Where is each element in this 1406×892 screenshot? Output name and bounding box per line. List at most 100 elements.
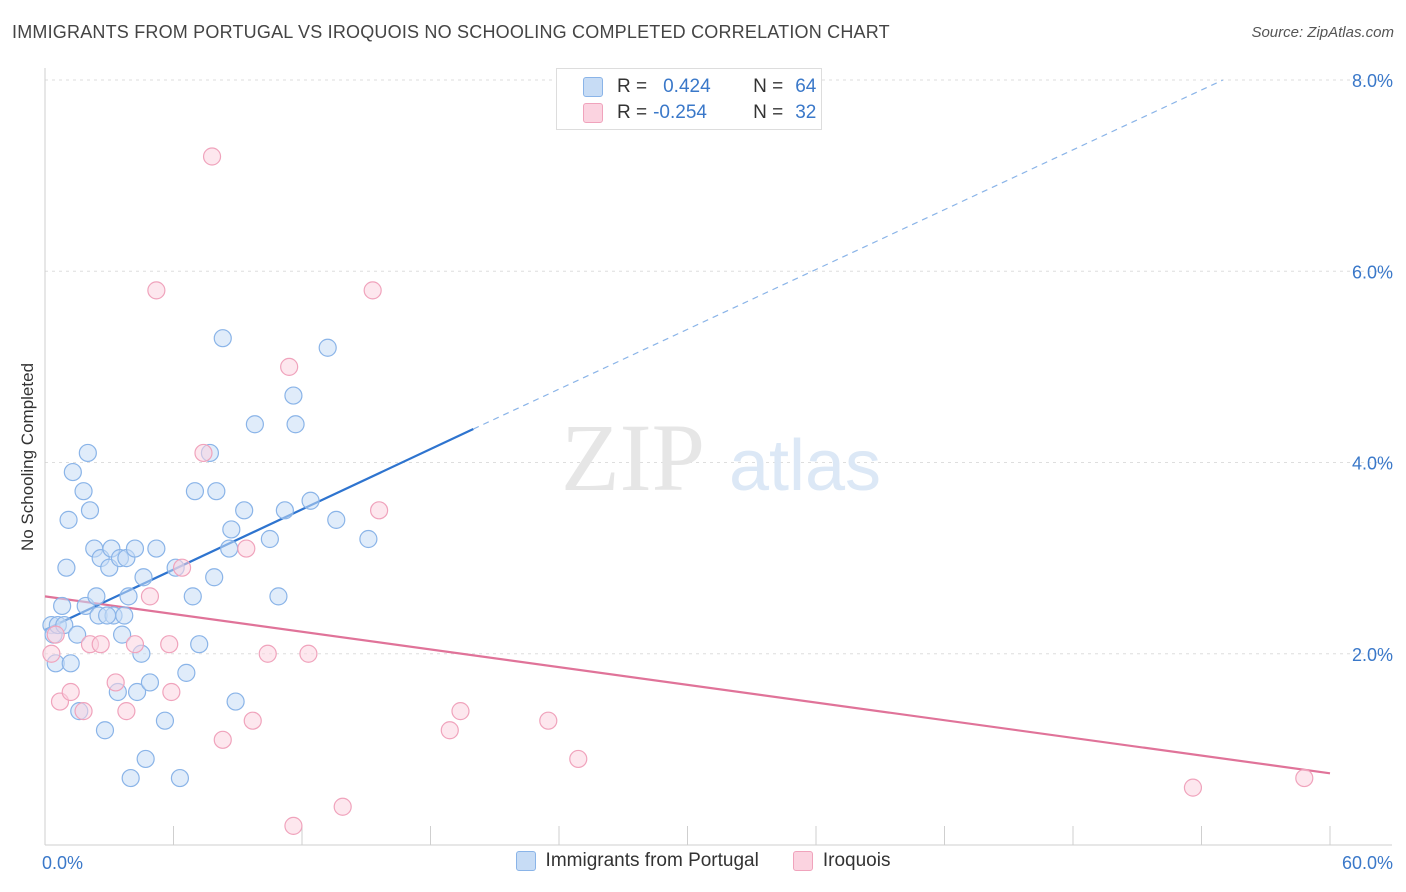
data-point: [140, 673, 160, 692]
data-point: [177, 663, 196, 682]
data-point: [162, 682, 181, 702]
data-point: [222, 520, 241, 539]
bottom-legend: Immigrants from Portugal Iroquois: [0, 850, 1406, 872]
data-point: [359, 529, 378, 549]
data-point: [1183, 778, 1203, 797]
data-point: [440, 721, 459, 740]
stats-swatch-portugal: [583, 77, 603, 97]
x-tick-label: 60.0%: [1342, 853, 1393, 873]
y-tick-label: 2.0%: [1352, 645, 1393, 665]
data-point: [299, 644, 318, 663]
stats-r-value: 0.424: [663, 76, 711, 97]
data-point: [539, 711, 558, 730]
x-tick-labels: 0.0% 60.0%: [42, 853, 1393, 873]
data-point: [57, 558, 76, 577]
legend-item-iroquois[interactable]: Iroquois: [792, 850, 891, 872]
stats-n-value: 32: [795, 102, 817, 123]
stats-row-portugal: R = 0.424 N = 64: [583, 75, 816, 99]
data-point: [284, 386, 303, 405]
x-tick-label: 0.0%: [42, 853, 83, 873]
chart-title: IMMIGRANTS FROM PORTUGAL VS IROQUOIS NO …: [12, 22, 890, 42]
data-point: [213, 329, 232, 348]
stats-legend: R = 0.424 N = 64 R = -0.254 N = 32: [556, 68, 822, 130]
data-point: [237, 539, 256, 558]
data-point: [115, 606, 134, 625]
data-point: [78, 443, 97, 463]
trend-lines: [44, 79, 1331, 775]
y-tick-label: 4.0%: [1352, 454, 1393, 474]
legend-swatch-iroquois: [792, 851, 813, 871]
data-point: [91, 635, 110, 654]
legend-item-portugal[interactable]: Immigrants from Portugal: [515, 850, 759, 872]
y-tick-label: 8.0%: [1352, 71, 1393, 91]
data-point: [275, 501, 294, 520]
data-point: [370, 501, 389, 520]
data-point: [194, 443, 213, 463]
data-point: [363, 281, 382, 300]
watermark: ZIP atlas: [561, 404, 881, 511]
data-point: [569, 749, 588, 769]
legend-label-iroquois: Iroquois: [822, 850, 891, 871]
data-point: [245, 415, 264, 434]
data-point: [42, 644, 61, 663]
data-point: [127, 682, 147, 702]
data-points: [42, 147, 1314, 835]
data-point: [185, 482, 205, 501]
data-point: [170, 768, 190, 788]
data-point: [98, 606, 117, 625]
data-point: [333, 797, 352, 816]
data-point: [327, 510, 346, 529]
data-point: [301, 491, 320, 510]
stats-n-label: N =: [753, 76, 784, 97]
data-point: [112, 625, 132, 644]
data-point: [258, 644, 277, 663]
trend-line-portugal-extension: [473, 79, 1224, 430]
grid-lines: [45, 79, 1392, 655]
source-label: Source: ZipAtlas.com: [1251, 24, 1394, 41]
data-point: [74, 702, 93, 721]
legend-swatch-portugal: [515, 851, 536, 871]
data-point: [284, 816, 303, 835]
data-point: [243, 711, 262, 730]
data-point: [95, 721, 115, 740]
data-point: [205, 568, 224, 587]
data-point: [74, 482, 93, 501]
data-point: [1295, 768, 1314, 788]
data-point: [136, 749, 155, 769]
data-point: [125, 635, 145, 654]
data-point: [59, 510, 78, 529]
stats-r-value: -0.254: [653, 102, 707, 123]
data-point: [87, 587, 106, 606]
data-point: [318, 338, 337, 357]
data-point: [61, 682, 80, 702]
watermark-zip: ZIP: [561, 404, 705, 511]
data-point: [160, 635, 179, 654]
data-point: [220, 539, 239, 558]
y-axis-label: No Schooling Completed: [18, 363, 37, 551]
data-point: [286, 415, 305, 434]
data-point: [46, 625, 65, 644]
data-point: [451, 702, 470, 721]
data-point: [140, 587, 160, 606]
data-point: [202, 147, 222, 166]
stats-n-label: N =: [753, 102, 784, 123]
data-point: [213, 730, 232, 749]
data-point: [134, 568, 153, 587]
data-point: [280, 357, 299, 376]
y-tick-labels: 2.0% 4.0% 6.0% 8.0%: [1352, 71, 1393, 665]
stats-row-iroquois: R = -0.254 N = 32: [583, 101, 816, 125]
data-point: [63, 462, 82, 482]
data-point: [183, 587, 202, 606]
data-point: [125, 539, 145, 558]
data-point: [53, 596, 72, 616]
trend-line-portugal: [44, 428, 474, 631]
data-point: [190, 635, 209, 654]
data-point: [235, 501, 254, 520]
watermark-atlas: atlas: [729, 426, 881, 506]
legend-label-portugal: Immigrants from Portugal: [545, 850, 759, 871]
data-point: [172, 558, 192, 577]
data-point: [117, 702, 136, 721]
data-point: [68, 625, 87, 644]
data-point: [106, 673, 125, 692]
data-point: [119, 587, 138, 606]
